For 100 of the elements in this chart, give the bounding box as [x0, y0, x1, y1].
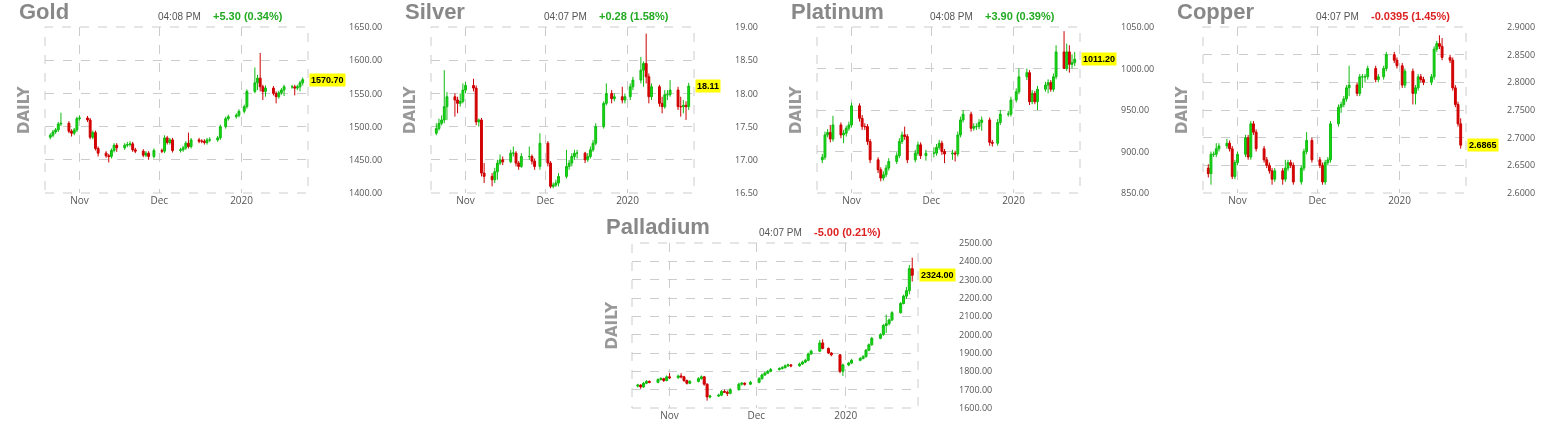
candlestick — [1044, 81, 1047, 93]
candlestick — [1310, 137, 1314, 164]
candlestick — [583, 151, 587, 164]
candlestick — [88, 117, 92, 140]
candlestick — [720, 389, 724, 397]
candlestick — [1062, 30, 1066, 69]
candlestick — [722, 389, 726, 394]
candlestick — [527, 146, 531, 161]
text: 04:07 PM — [759, 227, 802, 238]
candlestick — [490, 172, 494, 187]
candlestick — [890, 310, 894, 322]
candlestick — [1432, 45, 1436, 81]
candlestick — [1329, 120, 1332, 164]
candlestick — [274, 90, 278, 104]
y-tick-label: 2.8000 — [1507, 75, 1536, 89]
candlestick — [679, 372, 683, 379]
candlestick — [264, 84, 267, 98]
y-tick-label: 1650.00 — [349, 20, 383, 34]
candlestick — [951, 149, 954, 161]
candlestick — [107, 153, 111, 163]
y-tick-label: 1500.00 — [349, 119, 383, 133]
candlestick — [163, 134, 166, 154]
candlestick — [743, 381, 747, 387]
y-tick-label: 18.50 — [735, 53, 758, 67]
candlestick — [668, 372, 672, 380]
candlestick — [650, 82, 653, 101]
candlestick — [725, 390, 729, 397]
candlestick — [152, 148, 156, 159]
candlestick — [769, 367, 773, 373]
candlestick — [789, 363, 793, 368]
text: 2324.00 — [921, 270, 954, 280]
candlestick — [437, 118, 441, 132]
candlestick — [847, 361, 851, 367]
candlestick — [823, 131, 827, 161]
y-tick-label: 2500.00 — [959, 236, 993, 250]
text: 04:07 PM — [1316, 11, 1359, 22]
candlestick — [1358, 73, 1362, 97]
y-axis-title: DAILY — [401, 85, 419, 134]
candlestick — [1283, 159, 1287, 183]
candlestick — [1273, 167, 1277, 183]
candlestick — [1281, 167, 1285, 186]
candlestick — [737, 382, 741, 392]
y-tick-label: 1000.00 — [1121, 61, 1155, 75]
candlestick — [115, 142, 119, 153]
text: 04:08 PM — [930, 11, 973, 22]
candlestick — [125, 141, 129, 148]
candlestick — [501, 155, 505, 166]
candlestick — [870, 336, 874, 347]
text: 1570.70 — [311, 75, 344, 85]
candlestick — [75, 116, 79, 133]
candlestick — [740, 381, 744, 387]
text: 04:08 PM — [158, 11, 201, 22]
candlestick — [1209, 151, 1213, 186]
candlestick — [282, 84, 286, 97]
x-tick-label: 2020 — [1002, 193, 1026, 207]
text: 18.11 — [697, 81, 720, 91]
chart-title: Palladium — [606, 214, 710, 240]
candlestick — [165, 135, 169, 146]
candlestick — [1244, 134, 1247, 158]
candlestick — [557, 172, 560, 187]
candlestick — [935, 143, 938, 157]
candlestick — [766, 369, 770, 375]
y-tick-label: 1700.00 — [959, 382, 993, 396]
chart-title: Silver — [405, 0, 466, 25]
candlestick — [642, 381, 646, 389]
candlestick — [234, 112, 238, 120]
candlestick — [1337, 103, 1340, 128]
candlestick — [688, 379, 692, 385]
y-tick-label: 2.6500 — [1507, 158, 1536, 172]
candlestick — [456, 96, 459, 114]
x-tick-label: Dec — [747, 408, 766, 422]
y-tick-label: 850.00 — [1121, 186, 1150, 200]
y-tick-label: 17.50 — [735, 119, 758, 133]
candlestick — [1403, 68, 1407, 89]
x-tick-label: Nov — [70, 193, 89, 207]
candlestick — [839, 121, 843, 139]
candlestick — [1046, 78, 1050, 94]
candlestick — [179, 147, 182, 153]
candlestick — [104, 150, 108, 159]
candlestick — [91, 130, 95, 140]
candlestick — [841, 363, 845, 377]
candlestick — [1395, 56, 1399, 69]
candlestick — [197, 137, 201, 144]
candlestick — [570, 152, 574, 167]
candlestick — [1411, 68, 1415, 105]
candlestick — [757, 376, 761, 384]
candlestick — [662, 377, 666, 383]
candlestick — [699, 374, 703, 381]
x-tick-label: Nov — [1228, 193, 1247, 207]
chart-title: Platinum — [791, 0, 884, 25]
candlestick — [434, 122, 438, 136]
candlestick — [748, 380, 752, 386]
candlestick — [682, 375, 686, 383]
candlestick — [181, 145, 185, 153]
y-axis-title: DAILY — [602, 300, 621, 350]
text: +0.28 (1.58%) — [599, 10, 669, 22]
candlestick — [1323, 159, 1327, 186]
candlestick — [728, 387, 732, 395]
candlestick — [656, 377, 660, 384]
x-tick-label: Nov — [456, 193, 475, 207]
